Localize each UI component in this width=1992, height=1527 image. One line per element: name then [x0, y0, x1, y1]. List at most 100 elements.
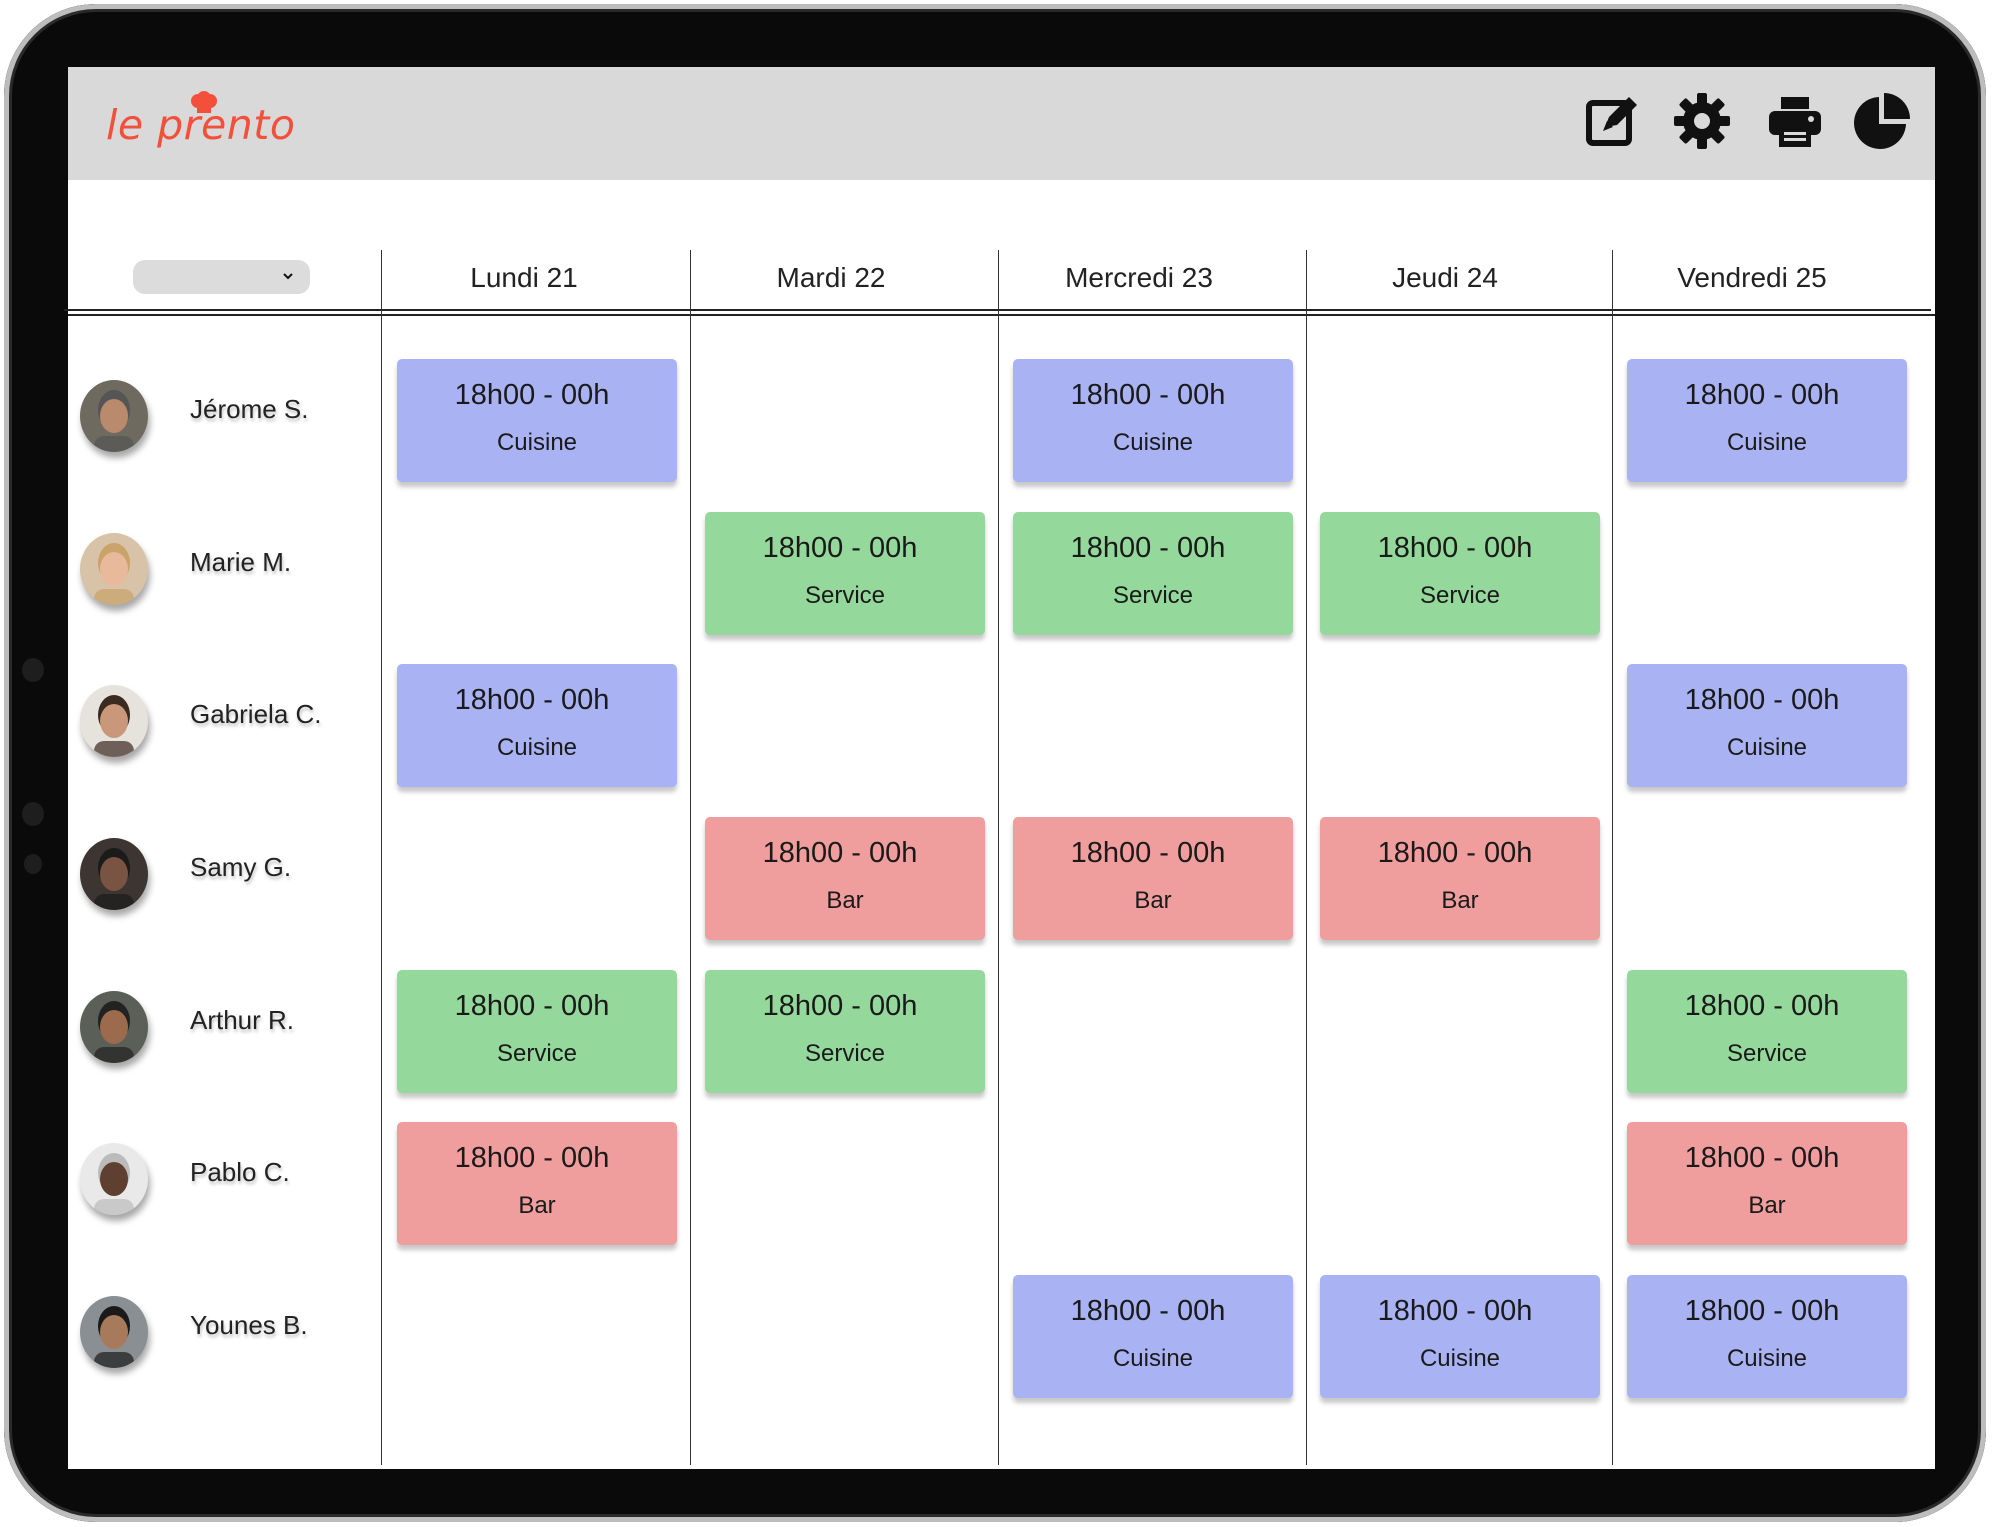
printer-icon[interactable] — [1765, 91, 1825, 151]
shift-card[interactable]: 18h00 - 00h Cuisine — [1627, 1275, 1907, 1398]
top-bar: le prento — [68, 67, 1935, 180]
shift-time: 18h00 - 00h — [1070, 837, 1226, 869]
avatar — [80, 991, 148, 1063]
avatar — [80, 1296, 148, 1368]
shift-role: Service — [1726, 1040, 1808, 1067]
day-header: Mardi 22 — [776, 262, 886, 293]
shift-time: 18h00 - 00h — [1377, 1295, 1533, 1327]
shift-time: 18h00 - 00h — [454, 379, 610, 411]
shift-role: Service — [1112, 582, 1194, 609]
shift-card[interactable]: 18h00 - 00h Service — [397, 970, 677, 1093]
shift-role: Cuisine — [496, 429, 578, 456]
shift-role: Bar — [1748, 1192, 1786, 1219]
gear-icon[interactable] — [1672, 91, 1732, 151]
shift-role: Service — [804, 1040, 886, 1067]
employee-row-header[interactable]: Pablo C. — [80, 1139, 380, 1219]
shift-time: 18h00 - 00h — [762, 990, 918, 1022]
employee-row-header[interactable]: Marie M. — [80, 529, 380, 609]
shift-card[interactable]: 18h00 - 00h Cuisine — [1013, 1275, 1293, 1398]
employee-name: Samy G. — [190, 852, 292, 882]
shift-role: Service — [804, 582, 886, 609]
employee-row-header[interactable]: Jérome S. — [80, 376, 380, 456]
side-button — [22, 658, 44, 682]
shift-time: 18h00 - 00h — [1070, 532, 1226, 564]
shift-card[interactable]: 18h00 - 00h Cuisine — [1013, 359, 1293, 482]
employee-filter-select[interactable] — [133, 260, 310, 294]
shift-role: Service — [496, 1040, 578, 1067]
shift-role: Cuisine — [1726, 429, 1808, 456]
shift-role: Bar — [1134, 887, 1172, 914]
schedule-header — [68, 254, 1935, 316]
employee-row-header[interactable]: Arthur R. — [80, 987, 380, 1067]
shift-role: Cuisine — [1112, 1345, 1194, 1372]
employee-name: Arthur R. — [190, 1005, 295, 1035]
side-button — [24, 854, 42, 874]
avatar — [80, 533, 148, 605]
column-divider — [998, 250, 999, 1465]
chevron-down-icon — [283, 273, 293, 280]
shift-role: Cuisine — [496, 734, 578, 761]
shift-time: 18h00 - 00h — [762, 837, 918, 869]
pie-chart-icon[interactable] — [1852, 91, 1912, 151]
column-divider — [381, 250, 382, 1465]
employee-name: Pablo C. — [190, 1157, 290, 1187]
column-divider — [1306, 250, 1307, 1465]
day-header: Lundi 21 — [470, 262, 578, 293]
shift-card[interactable]: 18h00 - 00h Bar — [1320, 817, 1600, 940]
employee-row-header[interactable]: Younes B. — [80, 1292, 380, 1372]
shift-time: 18h00 - 00h — [1377, 837, 1533, 869]
shift-card[interactable]: 18h00 - 00h Bar — [1627, 1122, 1907, 1245]
shift-card[interactable]: 18h00 - 00h Cuisine — [1320, 1275, 1600, 1398]
app-screen: le prento — [68, 67, 1935, 1469]
shift-time: 18h00 - 00h — [454, 1142, 610, 1174]
shift-card[interactable]: 18h00 - 00h Bar — [1013, 817, 1293, 940]
shift-time: 18h00 - 00h — [762, 532, 918, 564]
shift-time: 18h00 - 00h — [1684, 990, 1840, 1022]
shift-time: 18h00 - 00h — [1070, 379, 1226, 411]
day-header: Jeudi 24 — [1392, 262, 1498, 293]
shift-role: Cuisine — [1112, 429, 1194, 456]
shift-card[interactable]: 18h00 - 00h Service — [1320, 512, 1600, 635]
shift-card[interactable]: 18h00 - 00h Cuisine — [1627, 359, 1907, 482]
shift-time: 18h00 - 00h — [454, 990, 610, 1022]
side-button — [22, 802, 44, 826]
avatar — [80, 1143, 148, 1215]
header-divider — [64, 309, 1931, 311]
shift-card[interactable]: 18h00 - 00h Service — [1013, 512, 1293, 635]
shift-time: 18h00 - 00h — [1377, 532, 1533, 564]
shift-time: 18h00 - 00h — [1070, 1295, 1226, 1327]
shift-card[interactable]: 18h00 - 00h Cuisine — [397, 359, 677, 482]
shift-card[interactable]: 18h00 - 00h Bar — [397, 1122, 677, 1245]
shift-card[interactable]: 18h00 - 00h Service — [705, 512, 985, 635]
shift-time: 18h00 - 00h — [1684, 1295, 1840, 1327]
shift-card[interactable]: 18h00 - 00h Cuisine — [1627, 664, 1907, 787]
shift-role: Service — [1419, 582, 1501, 609]
chef-hat-icon — [191, 91, 217, 113]
column-divider — [1612, 250, 1613, 1465]
shift-time: 18h00 - 00h — [454, 684, 610, 716]
shift-card[interactable]: 18h00 - 00h Bar — [705, 817, 985, 940]
shift-role: Bar — [518, 1192, 556, 1219]
app-logo: le prento — [106, 91, 326, 161]
employee-row-header[interactable]: Gabriela C. — [80, 681, 380, 761]
shift-role: Bar — [826, 887, 864, 914]
logo-text: le prento — [106, 101, 296, 149]
avatar — [80, 838, 148, 910]
shift-role: Cuisine — [1726, 734, 1808, 761]
column-divider — [690, 250, 691, 1465]
edit-icon[interactable] — [1581, 91, 1641, 151]
employee-name: Younes B. — [190, 1310, 308, 1340]
shift-role: Bar — [1441, 887, 1479, 914]
employee-name: Marie M. — [190, 547, 292, 577]
day-header: Mercredi 23 — [1065, 262, 1213, 293]
shift-time: 18h00 - 00h — [1684, 379, 1840, 411]
day-header: Vendredi 25 — [1677, 262, 1827, 293]
shift-card[interactable]: 18h00 - 00h Service — [1627, 970, 1907, 1093]
shift-card[interactable]: 18h00 - 00h Service — [705, 970, 985, 1093]
shift-card[interactable]: 18h00 - 00h Cuisine — [397, 664, 677, 787]
employee-name: Jérome S. — [190, 394, 309, 424]
shift-role: Cuisine — [1419, 1345, 1501, 1372]
employee-row-header[interactable]: Samy G. — [80, 834, 380, 914]
avatar — [80, 380, 148, 452]
shift-role: Cuisine — [1726, 1345, 1808, 1372]
